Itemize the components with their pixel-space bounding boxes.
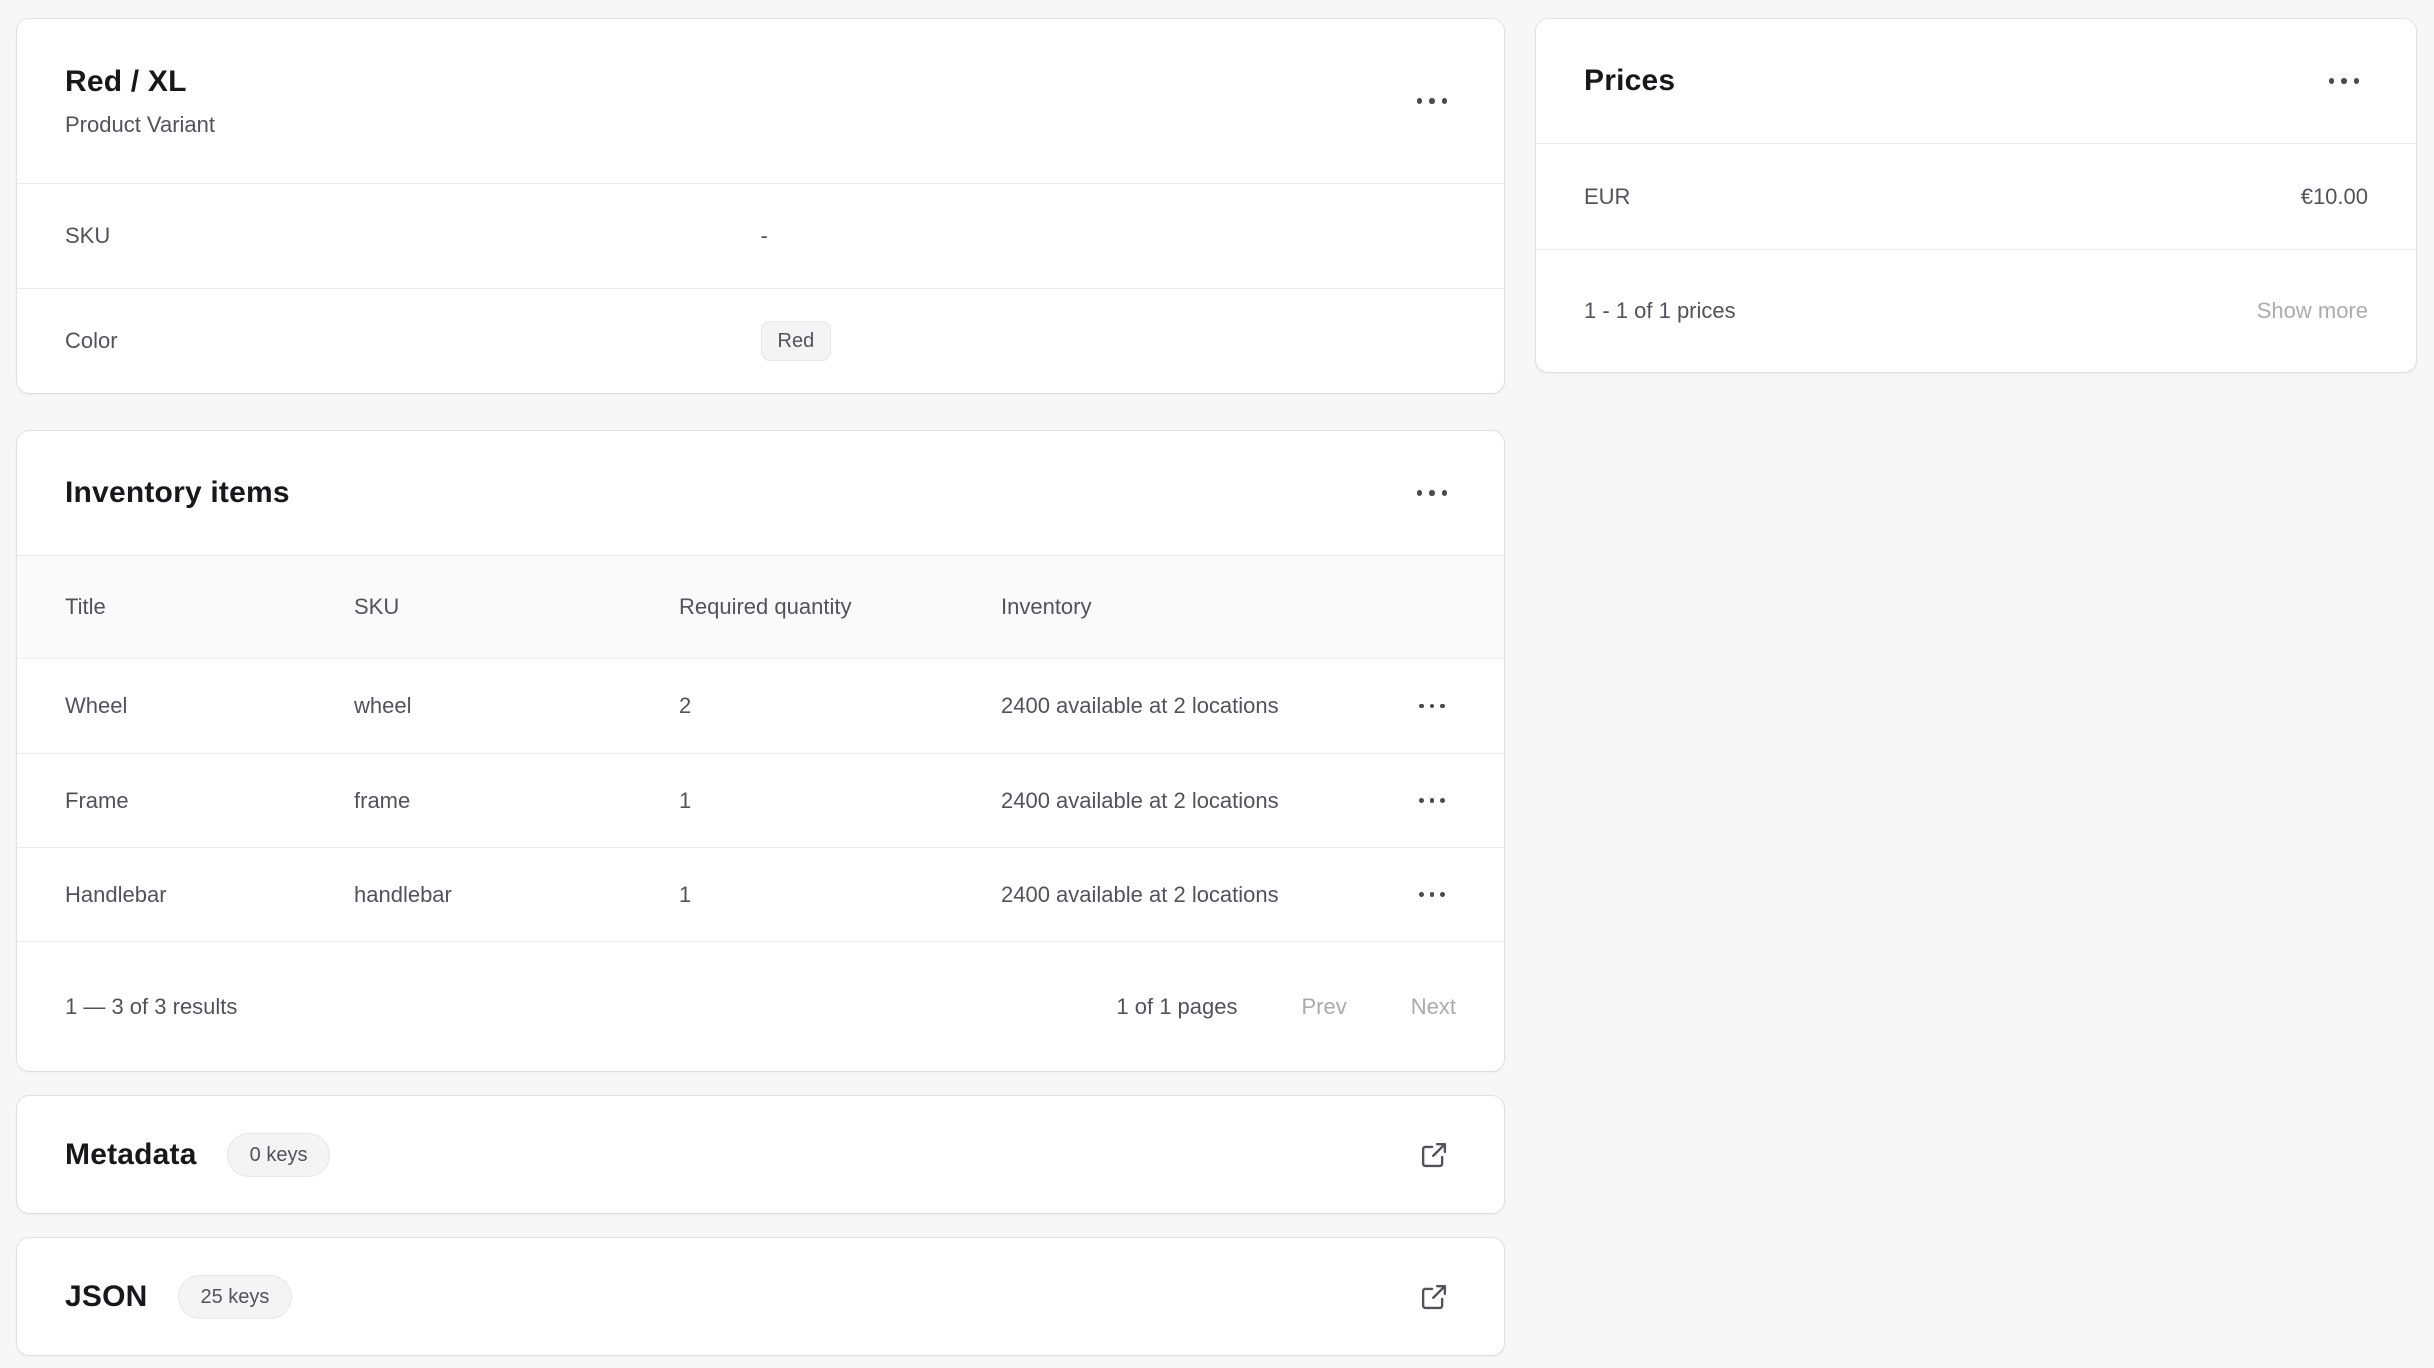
table-row[interactable]: Handlebar handlebar 1 2400 available at …	[17, 847, 1504, 941]
prev-button[interactable]: Prev	[1301, 993, 1347, 1019]
variant-card-heading: Red / XL Product Variant	[65, 64, 215, 138]
next-button[interactable]: Next	[1410, 993, 1456, 1019]
inventory-title: Inventory items	[65, 476, 290, 509]
results-count: 1 — 3 of 3 results	[65, 993, 238, 1019]
row-menu-button[interactable]	[1408, 777, 1456, 825]
metadata-title: Metadata	[65, 1137, 197, 1171]
json-card: JSON 25 keys	[17, 1238, 1504, 1355]
currency-label: EUR	[1584, 183, 1631, 209]
table-row[interactable]: Frame frame 1 2400 available at 2 locati…	[17, 753, 1504, 847]
prices-footer: 1 - 1 of 1 prices Show more	[1536, 249, 2416, 372]
variant-title: Red / XL	[65, 65, 187, 98]
color-label: Color	[65, 328, 118, 353]
json-title: JSON	[65, 1279, 148, 1313]
ellipsis-icon	[1418, 892, 1446, 897]
sku-label: SKU	[65, 223, 111, 248]
prices-menu-button[interactable]	[2320, 57, 2368, 105]
metadata-keys-badge: 0 keys	[226, 1132, 331, 1177]
color-value-cell: Red	[760, 321, 1457, 361]
cell-sku: frame	[354, 787, 411, 813]
variant-subtitle: Product Variant	[65, 112, 216, 137]
prices-count: 1 - 1 of 1 prices	[1584, 298, 1736, 323]
ellipsis-icon	[1418, 703, 1446, 709]
show-more-button[interactable]: Show more	[2256, 298, 2368, 323]
column-header-inventory: Inventory	[1001, 594, 1092, 619]
external-link-icon	[1421, 1284, 1447, 1309]
variant-menu-button[interactable]	[1408, 77, 1456, 125]
cell-required-quantity: 1	[679, 787, 692, 813]
variant-card-header: Red / XL Product Variant	[17, 19, 1504, 183]
column-header-required-quantity: Required quantity	[679, 594, 852, 619]
inventory-menu-button[interactable]	[1408, 469, 1456, 517]
table-row[interactable]: Wheel wheel 2 2400 available at 2 locati…	[17, 659, 1504, 753]
ellipsis-icon	[1418, 798, 1446, 803]
price-row: EUR €10.00	[1536, 143, 2416, 249]
inventory-card: Inventory items Title SKU Required quant…	[17, 431, 1504, 1071]
row-menu-button[interactable]	[1408, 871, 1456, 919]
cell-inventory: 2400 available at 2 locations	[1001, 787, 1279, 813]
json-open-button[interactable]	[1412, 1275, 1456, 1319]
color-row: Color Red	[17, 288, 1504, 393]
cell-sku: wheel	[354, 693, 412, 718]
color-badge: Red	[760, 321, 832, 361]
column-header-sku: SKU	[354, 594, 400, 619]
inventory-pagination: 1 — 3 of 3 results 1 of 1 pages Prev Nex…	[17, 941, 1504, 1071]
cell-title: Frame	[65, 787, 129, 813]
column-header-title: Title	[65, 594, 106, 619]
sku-value: -	[760, 223, 768, 248]
price-value: €10.00	[2300, 183, 2368, 209]
pager: 1 of 1 pages Prev Next	[1116, 994, 1456, 1020]
cell-inventory: 2400 available at 2 locations	[1001, 693, 1279, 718]
ellipsis-icon	[1416, 490, 1448, 496]
cell-required-quantity: 1	[679, 881, 692, 907]
cell-title: Wheel	[65, 693, 128, 718]
prices-title: Prices	[1584, 64, 1676, 97]
ellipsis-icon	[1416, 98, 1448, 104]
sku-row: SKU -	[17, 183, 1504, 288]
cell-title: Handlebar	[65, 881, 167, 907]
metadata-open-button[interactable]	[1412, 1133, 1456, 1177]
cell-required-quantity: 2	[679, 693, 692, 718]
prices-card: Prices EUR €10.00 1 - 1 of 1 prices Show…	[1536, 19, 2416, 372]
prices-card-header: Prices	[1536, 19, 2416, 143]
variant-card: Red / XL Product Variant SKU - Color Red	[17, 19, 1504, 393]
inventory-table-header: Title SKU Required quantity Inventory	[17, 555, 1504, 659]
json-keys-badge: 25 keys	[177, 1274, 293, 1319]
metadata-card: Metadata 0 keys	[17, 1096, 1504, 1213]
cell-sku: handlebar	[354, 881, 452, 907]
row-menu-button[interactable]	[1408, 682, 1456, 730]
cell-inventory: 2400 available at 2 locations	[1001, 881, 1279, 907]
page-indicator: 1 of 1 pages	[1116, 993, 1238, 1019]
main-column: Red / XL Product Variant SKU - Color Red	[17, 19, 1504, 1355]
side-column: Prices EUR €10.00 1 - 1 of 1 prices Show…	[1536, 19, 2416, 1355]
ellipsis-icon	[2328, 78, 2360, 84]
external-link-icon	[1421, 1142, 1447, 1167]
inventory-card-header: Inventory items	[17, 431, 1504, 555]
